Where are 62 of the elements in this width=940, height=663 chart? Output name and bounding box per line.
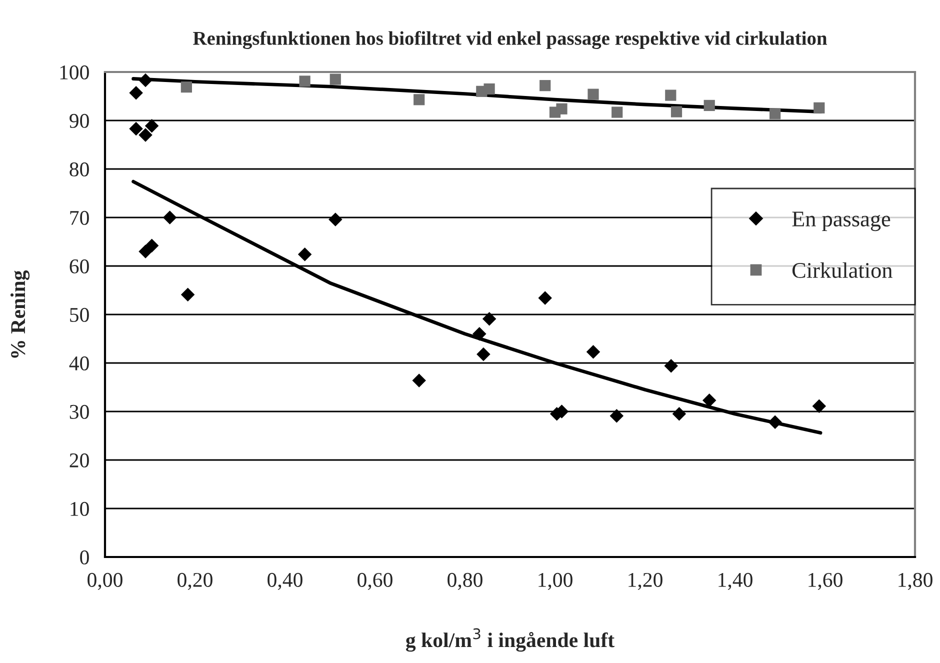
point <box>328 212 342 226</box>
y-tick-label: 40 <box>69 356 89 370</box>
y-tick-label: 30 <box>70 404 89 419</box>
point <box>162 210 177 224</box>
point <box>538 291 552 305</box>
x-tick-label: 0,20 <box>178 572 212 590</box>
x-tick-label: 1,80 <box>898 572 932 590</box>
point <box>588 88 599 100</box>
point <box>129 122 143 136</box>
point <box>138 128 152 142</box>
chart-title: Reningsfunktionen hos biofiltret vid enkel passage respektive vid cirkulation <box>193 31 827 49</box>
y-tick-label: 80 <box>70 162 89 176</box>
point <box>672 407 686 421</box>
point <box>665 90 676 101</box>
point <box>330 74 341 85</box>
y-tick-label: 60 <box>70 259 89 274</box>
point <box>482 312 496 326</box>
y-tick-label: 90 <box>70 114 89 128</box>
point <box>129 86 143 100</box>
x-tick-label: 1,40 <box>718 572 752 590</box>
point <box>769 108 781 120</box>
point <box>144 238 159 253</box>
x-tick-label: 0,40 <box>268 572 302 590</box>
legend-label: En passage <box>792 212 890 232</box>
point <box>299 76 310 87</box>
point <box>472 327 486 341</box>
point <box>670 106 682 118</box>
x-tick-label: 0,60 <box>358 572 392 590</box>
point <box>180 288 195 302</box>
y-tick-label: 10 <box>70 502 89 516</box>
point <box>814 102 825 114</box>
x-tick-label: 1,20 <box>628 572 662 590</box>
x-tick-label: 0,00 <box>88 572 122 590</box>
legend-label: Cirkulation <box>792 262 892 278</box>
point <box>664 359 678 373</box>
point <box>484 83 495 95</box>
point <box>586 344 600 359</box>
x-tick-label: 1,60 <box>808 572 842 590</box>
x-axis-title: g kol/m$^{3}$ i ingående luft <box>406 628 614 652</box>
point <box>702 393 716 408</box>
x-tick-label: 1,00 <box>538 572 572 590</box>
point <box>138 73 152 88</box>
y-tick-label: 0 <box>80 550 89 564</box>
point <box>476 347 490 362</box>
y-tick-label: 20 <box>70 453 89 468</box>
point <box>298 247 312 262</box>
point <box>414 94 425 106</box>
point <box>540 80 551 92</box>
point <box>144 118 159 133</box>
y-axis-title: % Rening <box>10 270 30 358</box>
point <box>412 374 426 388</box>
point <box>610 408 624 423</box>
point <box>612 106 623 118</box>
y-tick-label: 70 <box>70 210 89 225</box>
point <box>704 100 715 112</box>
x-tick-label: 0,80 <box>448 572 482 590</box>
point <box>180 81 192 93</box>
y-tick-label: 50 <box>70 308 89 322</box>
point <box>768 415 782 430</box>
point <box>556 103 568 114</box>
y-tick-label: 100 <box>60 65 89 80</box>
point <box>812 399 826 414</box>
